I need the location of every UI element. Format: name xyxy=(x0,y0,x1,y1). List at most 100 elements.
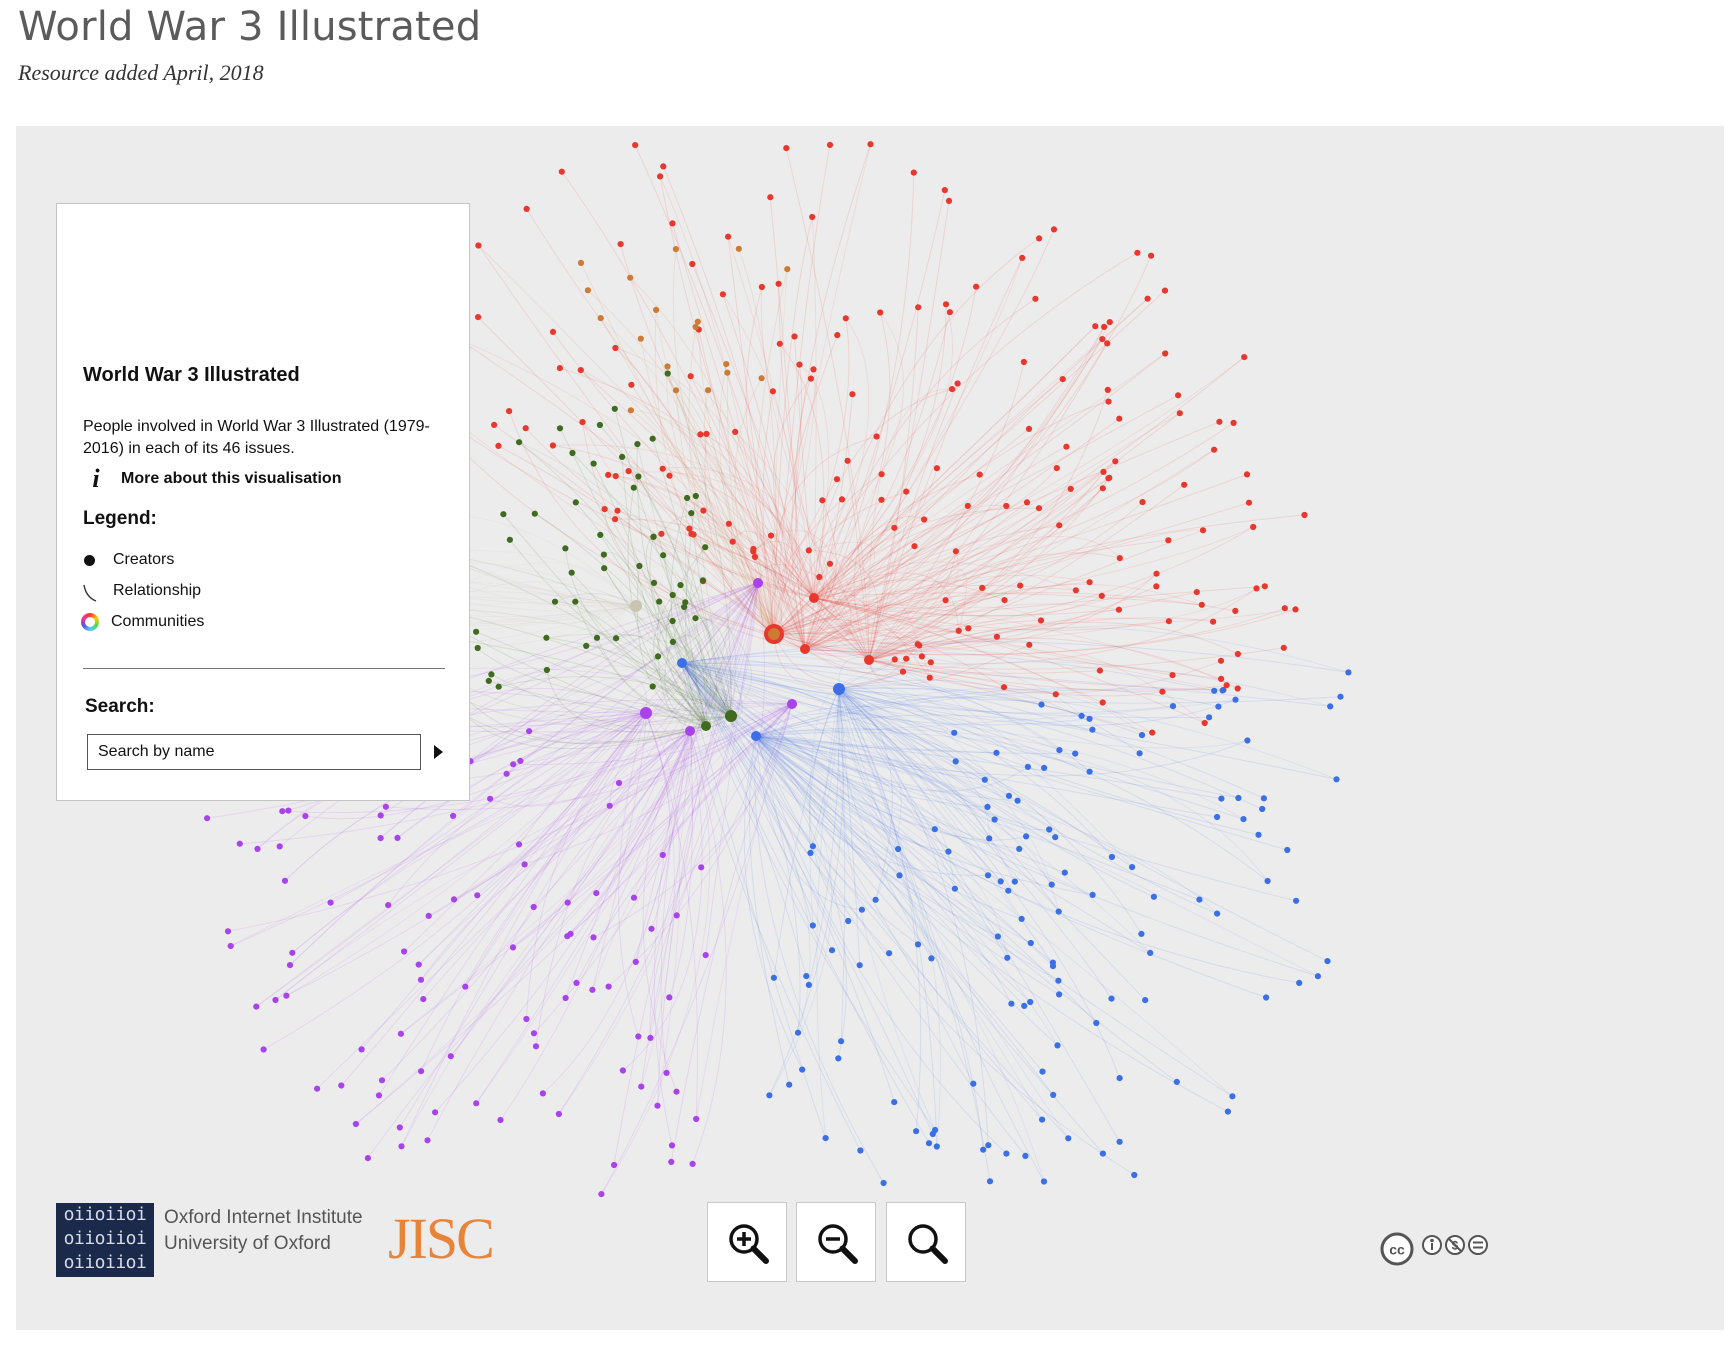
creator-node xyxy=(1005,792,1013,800)
more-about-link[interactable]: i More about this visualisation xyxy=(83,466,341,492)
network-graph[interactable] xyxy=(16,126,1724,1330)
creator-node xyxy=(1105,475,1112,482)
creator-node xyxy=(1293,897,1300,904)
creator-node xyxy=(914,941,922,948)
creator-node xyxy=(878,496,885,503)
relationship-edge xyxy=(600,317,775,635)
creator-node xyxy=(632,958,639,966)
creator-node xyxy=(569,449,576,457)
creator-node xyxy=(516,439,523,446)
creator-node xyxy=(1116,1138,1123,1145)
creator-node xyxy=(725,233,732,240)
creator-node xyxy=(397,1030,404,1037)
creator-node xyxy=(549,328,557,335)
creator-node xyxy=(783,145,790,152)
relationship-edge xyxy=(868,617,1214,661)
relationship-edge xyxy=(813,597,1173,676)
creator-node xyxy=(976,471,983,478)
creator-node xyxy=(1199,527,1207,534)
creator-node xyxy=(834,332,841,339)
network-visualisation[interactable]: World War 3 Illustrated People involved … xyxy=(16,126,1724,1330)
relationship-edge xyxy=(838,688,861,966)
relationship-edge xyxy=(525,427,815,599)
creator-node xyxy=(845,917,852,925)
relationship-edge xyxy=(838,688,1259,836)
creator-node xyxy=(1093,1019,1100,1027)
relationship-edge xyxy=(420,703,793,981)
relationship-edge xyxy=(681,662,1090,726)
relationship-edge xyxy=(838,688,1146,1001)
relationship-edge xyxy=(727,236,775,635)
relationship-edge xyxy=(506,703,793,775)
creator-node xyxy=(1147,949,1154,957)
relationship-edge xyxy=(282,730,691,814)
relationship-edge xyxy=(431,606,732,717)
creator-node xyxy=(673,1088,680,1095)
relationship-edge xyxy=(837,688,936,1131)
relationship-edge xyxy=(690,375,806,650)
relationship-edge xyxy=(617,510,815,599)
creator-node xyxy=(842,315,849,322)
creator-node xyxy=(993,749,1000,756)
relationship-edge xyxy=(755,735,1093,896)
zoom-reset-button[interactable] xyxy=(886,1202,966,1282)
relationship-edge xyxy=(838,688,1060,912)
creator-node xyxy=(543,666,551,674)
search-input[interactable] xyxy=(87,734,421,770)
creator-node xyxy=(1169,703,1177,710)
relationship-edge xyxy=(518,441,707,727)
creator-node xyxy=(729,538,736,545)
relationship-edge xyxy=(566,730,691,937)
legend-item-relationship: Relationship xyxy=(83,579,201,603)
relationship-edge xyxy=(808,688,840,986)
relationship-edge xyxy=(813,597,1119,617)
relationship-edge xyxy=(813,597,998,644)
relationship-edge xyxy=(660,730,691,1073)
relationship-edge xyxy=(755,688,1143,737)
relationship-edge xyxy=(621,456,707,727)
creator-node xyxy=(784,266,791,273)
relationship-edge xyxy=(633,730,693,898)
creator-node xyxy=(1284,846,1291,854)
relationship-edge xyxy=(868,622,1239,661)
creator-node xyxy=(776,340,783,347)
creator-node xyxy=(952,758,959,765)
creator-node xyxy=(394,834,401,842)
relationship-edge xyxy=(838,679,1140,754)
creator-node xyxy=(634,441,641,448)
search-submit-arrow-icon[interactable] xyxy=(429,742,447,762)
creator-node xyxy=(1026,641,1033,648)
relationship-edge xyxy=(868,505,969,661)
creator-node xyxy=(896,872,903,879)
relationship-edge xyxy=(524,703,793,865)
creator-node xyxy=(420,996,427,1003)
relationship-edge xyxy=(534,513,732,717)
relationship-edge xyxy=(603,567,732,717)
creator-node xyxy=(1250,523,1257,531)
creator-node xyxy=(227,942,234,950)
relationship-edge xyxy=(645,536,732,717)
creator-node xyxy=(910,169,917,176)
relationship-edge xyxy=(434,582,759,1113)
creator-node xyxy=(1139,499,1146,506)
relationship-edge xyxy=(637,476,718,727)
creator-node xyxy=(1230,419,1237,426)
creator-node xyxy=(632,142,639,149)
relationship-edge xyxy=(681,662,814,847)
zoom-in-button[interactable] xyxy=(707,1202,787,1282)
creator-node xyxy=(856,962,863,969)
relationship-edge xyxy=(773,318,850,635)
relationship-edge xyxy=(498,445,775,635)
relationship-edge xyxy=(645,712,671,929)
relationship-edge xyxy=(608,703,793,987)
creator-node xyxy=(1244,737,1251,744)
relationship-edge xyxy=(596,637,732,718)
relationship-edge xyxy=(681,662,1043,1120)
relationship-edge xyxy=(755,735,1007,1154)
creator-node xyxy=(1038,701,1045,708)
creator-node xyxy=(497,1116,504,1124)
zoom-out-button[interactable] xyxy=(796,1202,876,1282)
relationship-edge xyxy=(664,580,707,727)
relationship-edge xyxy=(422,730,691,1000)
relationship-edge xyxy=(755,735,900,876)
